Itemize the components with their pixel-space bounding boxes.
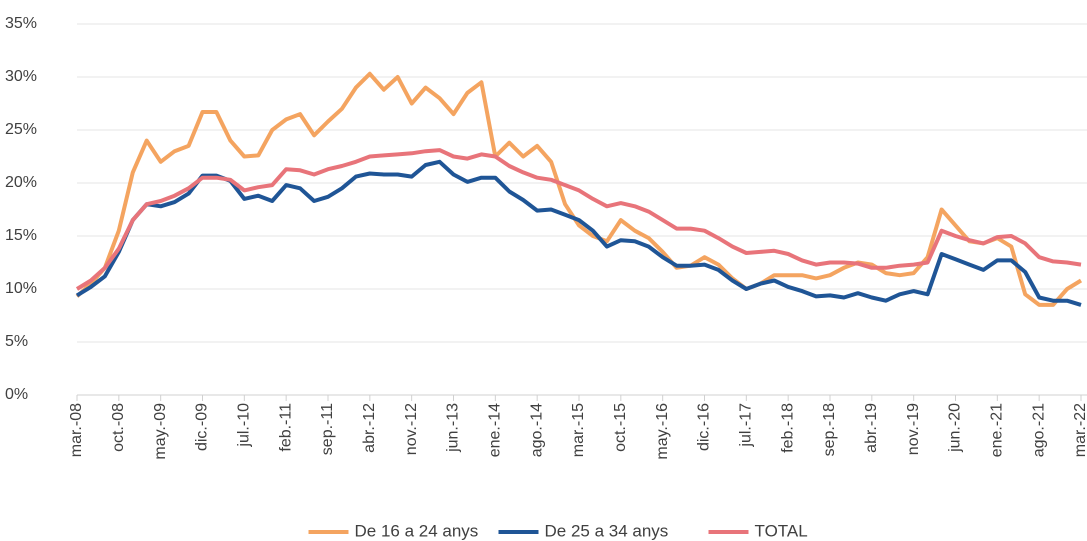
x-tick-label: may.-16 [654, 403, 671, 460]
x-tick-label: feb.-11 [277, 403, 294, 452]
x-tick-label: ene.-21 [989, 403, 1006, 457]
x-tick-label: sep.-11 [319, 403, 336, 455]
y-tick-label: 0% [5, 386, 28, 403]
x-tick-label: jun.-20 [947, 403, 964, 453]
x-tick-label: ago.-21 [1030, 403, 1047, 457]
x-tick-label: nov.-12 [403, 403, 420, 455]
y-tick-label: 20% [5, 174, 37, 191]
x-tick-label: mar.-22 [1072, 403, 1087, 457]
y-tick-label: 15% [5, 227, 37, 244]
legend-label: De 25 a 34 anys [545, 521, 669, 540]
x-tick-label: jun.-13 [445, 403, 462, 453]
x-tick-label: ene.-14 [487, 403, 504, 457]
y-tick-label: 10% [5, 280, 37, 297]
x-tick-label: may.-09 [152, 403, 169, 460]
series-line [75, 71, 1083, 307]
x-tick-label: abr.-19 [863, 403, 880, 453]
x-tick-label: dic.-16 [696, 403, 713, 451]
series-line [75, 148, 1082, 291]
x-tick-label: mar.-15 [570, 403, 587, 457]
y-tick-label: 35% [5, 15, 37, 32]
y-tick-label: 30% [5, 68, 37, 85]
x-tick-label: jul.-17 [738, 403, 755, 448]
series-line [75, 159, 1082, 307]
x-tick-label: abr.-12 [361, 403, 378, 453]
legend-label: TOTAL [755, 521, 808, 540]
x-tick-label: jul.-10 [236, 403, 253, 448]
y-tick-label: 25% [5, 121, 37, 138]
y-tick-label: 5% [5, 333, 28, 350]
x-tick-label: ago.-14 [528, 403, 545, 457]
x-tick-label: oct.-15 [612, 403, 629, 452]
x-tick-label: mar.-08 [68, 403, 85, 457]
x-tick-label: oct.-08 [110, 403, 127, 452]
x-tick-label: sep.-18 [821, 403, 838, 456]
x-tick-label: dic.-09 [194, 403, 211, 451]
x-tick-label: nov.-19 [905, 403, 922, 455]
legend-label: De 16 a 24 anys [355, 521, 479, 540]
x-tick-label: feb.-18 [779, 403, 796, 453]
